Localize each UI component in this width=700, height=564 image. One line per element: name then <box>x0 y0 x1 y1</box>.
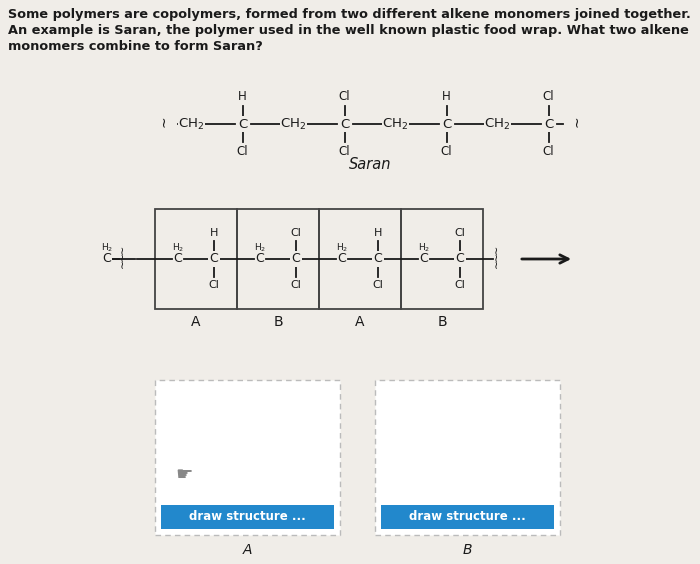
Text: $\sim$: $\sim$ <box>492 246 502 258</box>
Text: An example is Saran, the polymer used in the well known plastic food wrap. What : An example is Saran, the polymer used in… <box>8 24 689 37</box>
Text: H$_2$: H$_2$ <box>101 241 113 254</box>
Text: C: C <box>174 253 182 266</box>
Text: C: C <box>442 117 451 130</box>
Text: Cl: Cl <box>209 280 220 290</box>
Text: H$_2$: H$_2$ <box>172 241 184 254</box>
Text: C: C <box>456 253 464 266</box>
Text: C: C <box>419 253 428 266</box>
Text: Cl: Cl <box>441 145 452 158</box>
Text: Some polymers are copolymers, formed from two different alkene monomers joined t: Some polymers are copolymers, formed fro… <box>8 8 691 21</box>
Text: draw structure ...: draw structure ... <box>409 510 526 523</box>
Text: Cl: Cl <box>454 280 466 290</box>
Text: A: A <box>355 315 365 329</box>
Text: Cl: Cl <box>372 280 384 290</box>
Text: A: A <box>243 543 252 557</box>
Text: Cl: Cl <box>339 90 350 103</box>
Text: H$_2$: H$_2$ <box>418 241 430 254</box>
Text: H$_2$: H$_2$ <box>254 241 266 254</box>
Text: H$_2$: H$_2$ <box>336 241 348 254</box>
Text: H: H <box>238 90 247 103</box>
Text: Cl: Cl <box>542 90 554 103</box>
Text: CH$_2$: CH$_2$ <box>484 116 510 131</box>
Text: H: H <box>374 228 382 238</box>
Text: C: C <box>544 117 553 130</box>
Text: Cl: Cl <box>290 280 302 290</box>
Text: C: C <box>238 117 247 130</box>
Text: $\sim$: $\sim$ <box>157 117 171 131</box>
Text: ☛: ☛ <box>175 465 192 483</box>
Text: $\sim$: $\sim$ <box>570 117 584 131</box>
Text: Cl: Cl <box>454 228 466 238</box>
Text: C: C <box>292 253 300 266</box>
Text: C: C <box>210 253 218 266</box>
Text: Cl: Cl <box>339 145 350 158</box>
Text: Saran: Saran <box>349 157 391 172</box>
Text: Cl: Cl <box>290 228 302 238</box>
Text: H: H <box>442 90 451 103</box>
Bar <box>161 505 334 529</box>
Text: B: B <box>273 315 283 329</box>
Text: monomers combine to form Saran?: monomers combine to form Saran? <box>8 40 262 53</box>
Bar <box>401 209 483 309</box>
Text: CH$_2$: CH$_2$ <box>178 116 204 131</box>
Text: $\sim$: $\sim$ <box>492 253 502 265</box>
Text: C: C <box>374 253 382 266</box>
Text: C: C <box>256 253 265 266</box>
Text: B: B <box>463 543 473 557</box>
Text: draw structure ...: draw structure ... <box>189 510 306 523</box>
Bar <box>375 380 560 535</box>
Text: CH$_2$: CH$_2$ <box>281 116 307 131</box>
Bar <box>155 380 340 535</box>
Text: C: C <box>337 253 346 266</box>
Text: Cl: Cl <box>237 145 248 158</box>
Text: A: A <box>191 315 201 329</box>
Text: $\sim$: $\sim$ <box>118 260 128 272</box>
Text: H: H <box>210 228 218 238</box>
Text: C: C <box>340 117 349 130</box>
Text: C: C <box>103 253 111 266</box>
Text: CH$_2$: CH$_2$ <box>382 116 409 131</box>
Bar <box>155 209 237 309</box>
Bar <box>237 209 319 309</box>
Text: B: B <box>438 315 447 329</box>
Text: Cl: Cl <box>542 145 554 158</box>
Text: $\sim$: $\sim$ <box>118 246 128 258</box>
Bar <box>381 505 554 529</box>
Bar <box>319 209 401 309</box>
Text: $\sim$: $\sim$ <box>118 253 128 265</box>
Text: $\sim$: $\sim$ <box>492 260 502 272</box>
